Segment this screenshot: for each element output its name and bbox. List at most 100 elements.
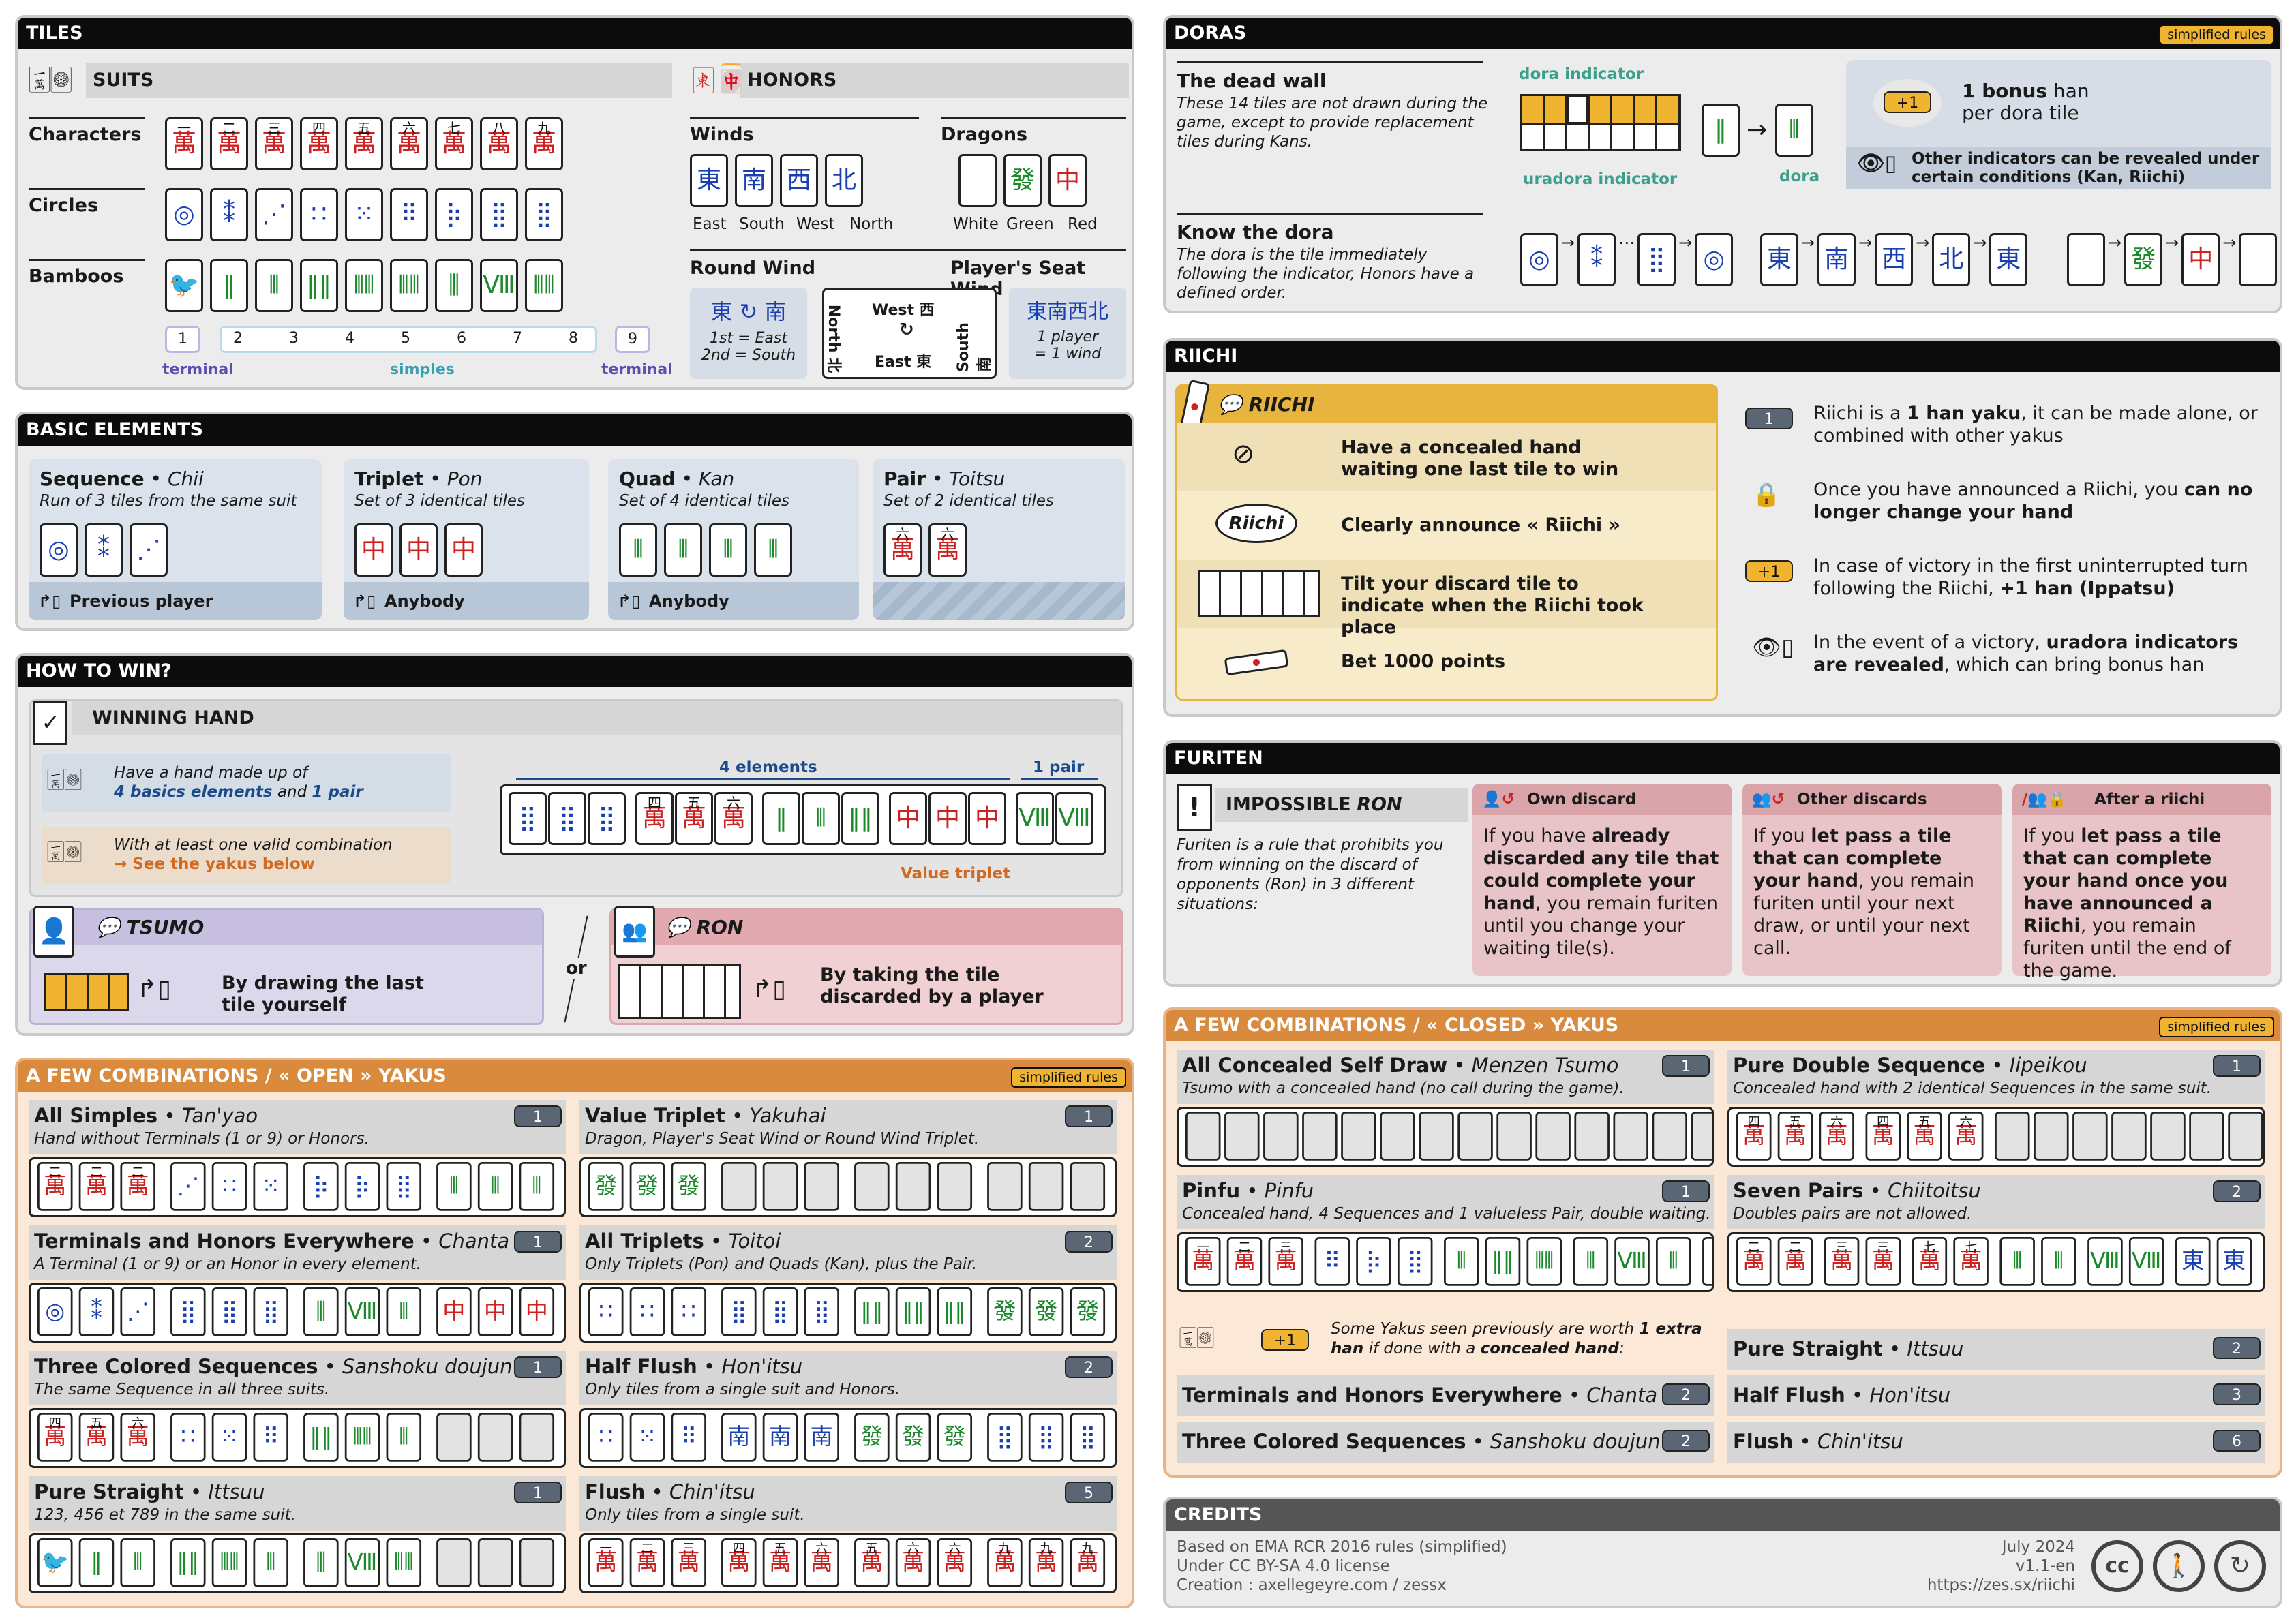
mahjong-tile: ⦀ (253, 1538, 288, 1587)
mahjong-tile (1380, 1112, 1415, 1161)
mahjong-tile: 發 (629, 1162, 665, 1211)
text: Pure Straight (1733, 1337, 1883, 1360)
circle-tile: ⁑ (210, 188, 248, 241)
ron-label: RON (696, 916, 744, 938)
mahjong-tile: 四萬 (635, 792, 674, 845)
yaku-desc: Dragon, Player's Seat Wind or Round Wind… (585, 1130, 980, 1148)
seat-west: West 西 (872, 302, 935, 319)
yaku-desc: Doubles pairs are not allowed. (1733, 1205, 1972, 1223)
mahjong-tile: 四萬 (1865, 1112, 1901, 1161)
han-badge: 1 (1662, 1180, 1710, 1202)
red-dragon-tile: 中 (1048, 154, 1087, 207)
mahjong-tile: 六萬 (804, 1538, 839, 1587)
wind-name: South (739, 215, 785, 233)
riichi-note-text: Riichi is a (1813, 403, 1907, 424)
character-tile: 三萬 (255, 117, 293, 170)
riichi-label: RIICHI (1248, 393, 1315, 416)
riichi-note-text: Once you have announced a Riichi, you (1813, 479, 2184, 500)
mahjong-tile: ⦀ (477, 1162, 513, 1211)
triplet-tiles: 中中中 (354, 523, 489, 577)
extra-yaku-title: Flush • Chin'itsu (1733, 1430, 1903, 1453)
simplified-badge: simplified rules (2159, 1017, 2274, 1037)
dora-order-dragons: →發→中→ (2067, 233, 2280, 286)
bamboo-tile: ⫴ (255, 259, 293, 312)
open-yakus-header: A FEW COMBINATIONS / « OPEN » YAKUS simpl… (18, 1060, 1132, 1092)
han-badge: 3 (2213, 1383, 2261, 1405)
han-badge: 2 (1662, 1383, 1710, 1405)
basic-elements-section: BASIC ELEMENTS Sequence • Chii Run of 3 … (15, 412, 1134, 631)
mahjong-tile: 發 (854, 1413, 890, 1462)
label-rule (29, 117, 145, 119)
dora-label: dora (1779, 168, 1820, 185)
extra-yaku-title: Pure Straight • Ittsuu (1733, 1337, 1964, 1360)
text: Chanta (1586, 1383, 1658, 1407)
mahjong-tile: ⁙ (629, 1413, 665, 1462)
mahjong-tile: 中 (399, 523, 438, 577)
eye-icon: 👁▯ (1752, 634, 1794, 661)
mahjong-tile: ⫼ (303, 1287, 339, 1336)
or-label: or (566, 958, 587, 979)
after-riichi-col: /👥🔒 After a riichi If you let pass a tile … (2012, 784, 2271, 981)
yaku-desc: Hand without Terminals (1 or 9) or Honor… (34, 1130, 369, 1148)
white-dragon-tile (958, 154, 997, 207)
riichi-steps-panel: 💬 RIICHI ⊘ Have a concealed hand waiting… (1175, 379, 1718, 701)
yaku-desc: Concealed hand with 2 identical Sequence… (1733, 1080, 2212, 1097)
text: Half Flush (1733, 1383, 1845, 1407)
mahjong-tile: 二萬 (120, 1162, 155, 1211)
text: All Triplets (585, 1229, 704, 1253)
credits-url[interactable]: https://zes.sx/riichi (1927, 1576, 2075, 1594)
yaku-desc: Only Triplets (Pon) and Quads (Kan), plu… (585, 1255, 978, 1273)
label-rule (29, 259, 145, 261)
mahjong-tile: 東 (2216, 1237, 2252, 1286)
mahjong-tile: 二萬 (1736, 1237, 1772, 1286)
mahjong-tile (1613, 1112, 1648, 1161)
credits-line[interactable]: Creation : axellegeyre.com / zessx (1177, 1576, 1447, 1594)
mahjong-tile: 中 (436, 1287, 472, 1336)
mahjong-tile: 六萬 (928, 523, 967, 577)
mahjong-tile: 四萬 (37, 1413, 73, 1462)
han-badge: 1 (514, 1231, 562, 1253)
tiles-icon: 🀇🀙 (47, 838, 82, 863)
mahjong-tile: Ⅷ (344, 1538, 380, 1587)
dragon-name: Red (1068, 215, 1098, 233)
yaku-title: Value Triplet • Yakuhai (585, 1104, 826, 1127)
cc-icon: cc (2091, 1540, 2143, 1592)
see-yakus-link[interactable]: → See the yakus below (114, 855, 315, 873)
mahjong-tile (436, 1538, 472, 1587)
north-wind-tile: 北 (825, 154, 863, 207)
han-badge: 1 (2213, 1055, 2261, 1077)
han-badge: 5 (1065, 1482, 1113, 1503)
mahjong-tile: 發 (671, 1162, 706, 1211)
dora-indicator-tile (1567, 96, 1588, 123)
mahjong-tile: ‖‖ (854, 1287, 890, 1336)
number-label: 2 (233, 330, 243, 347)
mahjong-tile: 三萬 (1824, 1237, 1860, 1286)
extra-yaku-row (1727, 1375, 2265, 1416)
riichi-note-text: In the event of a victory, (1813, 632, 2046, 653)
mahjong-tile: ⡷ (303, 1162, 339, 1211)
mahjong-tile: ⁑ (1702, 1237, 1712, 1286)
yaku-title: All Simples • Tan'yao (34, 1104, 258, 1127)
credits-line: Under CC BY-SA 4.0 license (1177, 1557, 1390, 1575)
sequence-tiles: ◎ ⁑ ⋰ (40, 523, 175, 577)
circle-tile: ⋰ (255, 188, 293, 241)
mahjong-tile (895, 1162, 931, 1211)
mahjong-tile: ◎ (1520, 233, 1558, 286)
riichi-note: 👁▯ In the event of a victory, uradora ind… (1732, 624, 2270, 692)
yaku-header-bg (579, 1100, 1117, 1154)
riichi-step: Tilt your discard tile to indicate when … (1341, 573, 1644, 638)
mahjong-tile: 二萬 (629, 1538, 665, 1587)
character-tile: 七萬 (435, 117, 473, 170)
bonus-text: per dora tile (1962, 102, 2079, 124)
card-alt: Kan (699, 468, 735, 490)
mahjong-tile: ⋰ (120, 1287, 155, 1336)
riichi-note: +1 In case of victory in the first uninte… (1732, 548, 2270, 616)
extra-yaku-row (1727, 1422, 2265, 1463)
mahjong-tile: 西 (1875, 233, 1914, 286)
mahjong-tile: ⫴ (754, 523, 792, 577)
text: Chin'itsu (669, 1480, 755, 1503)
mahjong-tile: 一萬 (588, 1538, 624, 1587)
mahjong-tile (519, 1538, 555, 1587)
yaku-tiles: 四萬五萬六萬 ∷ ⁙ ⠿ ‖‖ ⫴⫴ ⦀ (29, 1408, 566, 1468)
